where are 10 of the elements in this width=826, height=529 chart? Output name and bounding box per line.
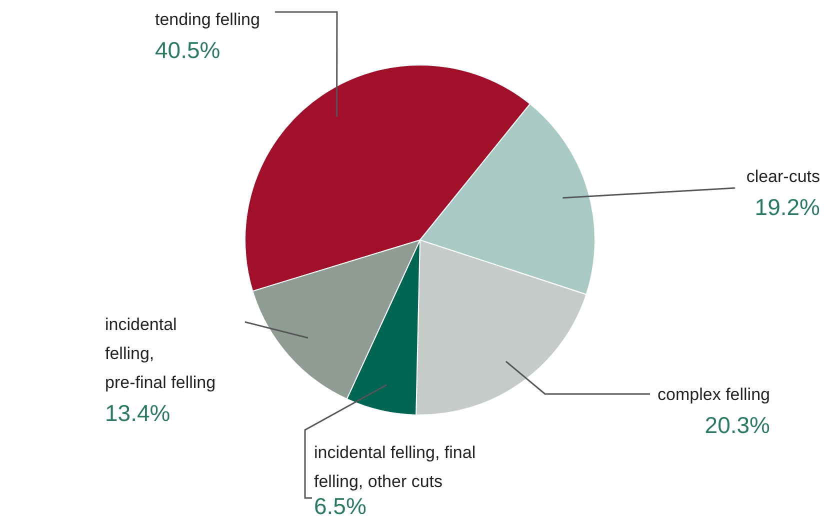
data-label: 40.5% (155, 37, 220, 63)
slice-label: tending felling (155, 10, 260, 29)
slice-label: incidental felling, final felling, other cuts (314, 443, 476, 491)
data-label: 19.2% (754, 194, 820, 220)
slice-label: complex felling (658, 385, 770, 404)
data-label: 6.5% (314, 493, 366, 519)
slice-label: incidental felling, pre-final felling (105, 315, 216, 392)
data-label: 20.3% (704, 412, 770, 438)
slice-label: clear-cuts (746, 167, 820, 186)
data-label: 13.4% (105, 400, 170, 426)
